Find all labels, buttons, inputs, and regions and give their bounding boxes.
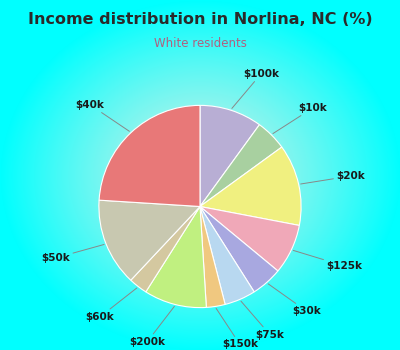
Text: $200k: $200k [129,306,174,346]
Wedge shape [200,206,278,292]
Wedge shape [131,206,200,292]
Text: $75k: $75k [241,301,284,340]
Wedge shape [200,206,225,307]
Wedge shape [146,206,206,308]
Text: $50k: $50k [42,244,104,263]
Text: $150k: $150k [216,308,258,349]
Text: $20k: $20k [301,171,365,184]
Text: $60k: $60k [86,288,137,322]
Wedge shape [200,125,282,206]
Wedge shape [200,206,254,304]
Wedge shape [200,206,299,271]
Wedge shape [99,200,200,280]
Text: $10k: $10k [273,103,328,134]
Text: White residents: White residents [154,37,246,50]
Text: Income distribution in Norlina, NC (%): Income distribution in Norlina, NC (%) [28,12,372,27]
Text: $40k: $40k [76,100,130,131]
Wedge shape [99,105,200,206]
Text: $125k: $125k [293,250,362,271]
Text: $30k: $30k [268,284,321,316]
Text: $100k: $100k [232,69,279,108]
Wedge shape [200,147,301,225]
Wedge shape [200,105,260,206]
